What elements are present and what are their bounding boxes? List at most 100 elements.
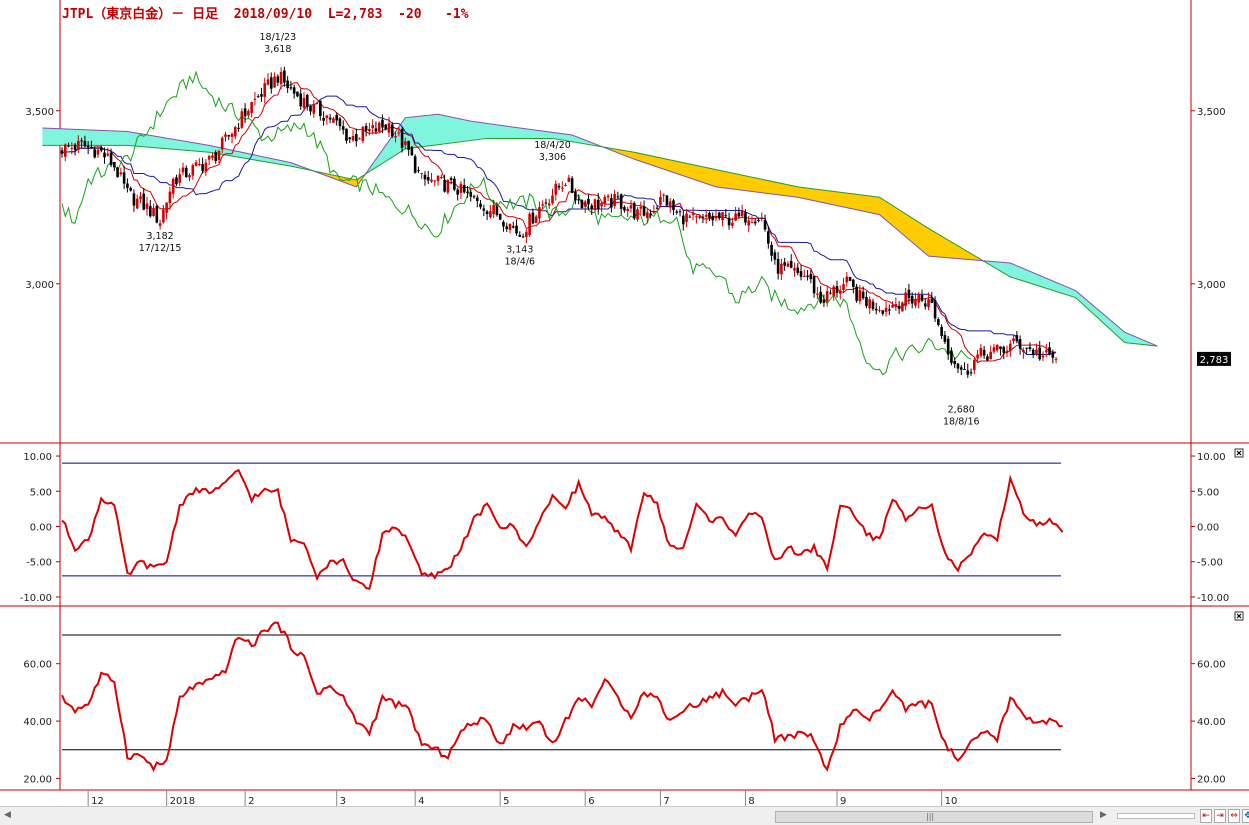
- price-tick-label-right: 3,500: [1197, 107, 1226, 118]
- last-value-label: 2,783: [1200, 355, 1229, 366]
- candle-body: [99, 147, 103, 151]
- candle-body: [989, 351, 992, 360]
- candle-body: [191, 165, 195, 176]
- candle-body: [632, 202, 636, 219]
- candle-body: [387, 123, 391, 133]
- candle-body: [891, 305, 894, 308]
- senkou-b-line: [42, 137, 1158, 347]
- candle-body: [973, 359, 976, 371]
- candle-body: [629, 205, 633, 209]
- candle-body: [485, 211, 489, 215]
- tick-label-right: -10.00: [1197, 593, 1229, 604]
- candle-body: [139, 196, 142, 200]
- candle-body: [780, 263, 783, 275]
- candle-body: [888, 309, 891, 311]
- price-tick-label-left: 3,000: [25, 280, 54, 291]
- candle-body: [695, 216, 698, 218]
- candle-body: [995, 344, 999, 351]
- candle-body: [322, 117, 325, 121]
- candle-body: [874, 308, 878, 311]
- tool-zoom-in-icon[interactable]: ⇥: [1214, 809, 1226, 823]
- rsi-close-button[interactable]: [1234, 611, 1244, 621]
- candle-body: [737, 212, 741, 217]
- tool-move-icon[interactable]: ✥: [1242, 809, 1249, 823]
- candle-body: [407, 140, 410, 150]
- candle-body: [528, 213, 531, 236]
- candle-body: [508, 223, 512, 230]
- tick-label-right: 5.00: [1197, 487, 1219, 498]
- candle-body: [1048, 347, 1051, 355]
- candle-body: [538, 207, 541, 219]
- candle-body: [551, 195, 554, 204]
- candle-body: [413, 156, 417, 173]
- candle-body: [776, 258, 780, 274]
- candle-body: [966, 370, 970, 375]
- candle-body: [515, 225, 518, 234]
- candle-body: [292, 87, 296, 94]
- candle-body: [717, 212, 721, 219]
- zoom-slider[interactable]: [1117, 813, 1195, 819]
- candle-body: [910, 295, 914, 304]
- candle-body: [211, 155, 214, 158]
- candle-body: [767, 231, 770, 244]
- candle-body: [583, 201, 587, 207]
- kumo-bear-segment: [603, 147, 985, 262]
- candle-body: [498, 213, 502, 220]
- candle-body: [309, 105, 312, 112]
- candle-body: [812, 276, 816, 294]
- tool-zoom-out-icon[interactable]: ⇤: [1200, 809, 1212, 823]
- candle-body: [469, 191, 473, 197]
- date-tick-label: 2: [248, 796, 254, 807]
- candle-body: [603, 196, 607, 204]
- tool-reset-icon[interactable]: ⇔: [1228, 809, 1240, 823]
- price-axis-ticks: 3,500 3,500 3,000 3,000: [25, 107, 1225, 291]
- candle-body: [341, 126, 345, 130]
- candle-body: [802, 275, 806, 277]
- candle-body: [649, 213, 652, 216]
- candle-body: [279, 72, 283, 85]
- candle-body: [194, 162, 198, 166]
- candle-body: [338, 118, 342, 127]
- date-tick-label: 10: [945, 796, 958, 807]
- candle-body: [67, 145, 70, 147]
- candle-body: [1051, 352, 1055, 358]
- scrollbar-thumb[interactable]: |||: [775, 811, 1093, 823]
- candle-body: [456, 189, 459, 195]
- scroll-left-arrow-icon[interactable]: ◀: [4, 810, 11, 820]
- candle-body: [1038, 347, 1042, 360]
- candle-body: [374, 128, 378, 132]
- horizontal-scrollbar[interactable]: ◀ ||| ▶ ⇤ ⇥ ⇔ ✥: [0, 806, 1249, 825]
- candle-body: [430, 179, 433, 182]
- candle-body: [198, 163, 201, 166]
- candle-body: [171, 178, 175, 194]
- candle-body: [77, 140, 80, 150]
- price-tick-label-left: 3,500: [25, 107, 54, 118]
- candle-body: [727, 217, 731, 226]
- candle-body: [842, 284, 845, 290]
- candle-body: [1028, 347, 1032, 350]
- candle-body: [819, 291, 822, 303]
- candle-body: [691, 213, 695, 216]
- candle-body: [943, 334, 947, 342]
- candle-body: [731, 222, 734, 226]
- candle-body: [184, 167, 188, 177]
- candle-body: [662, 194, 665, 196]
- osc-close-button[interactable]: [1234, 448, 1244, 458]
- scroll-right-arrow-icon[interactable]: ▶: [1100, 810, 1107, 820]
- candle-body: [168, 191, 172, 204]
- candle-body: [410, 146, 414, 156]
- candle-body: [328, 117, 332, 120]
- candle-body: [685, 213, 688, 222]
- candle-body: [953, 360, 957, 365]
- candle-body: [541, 204, 544, 206]
- tick-label-left: 10.00: [23, 452, 52, 463]
- candle-body: [534, 216, 538, 223]
- candle-body: [829, 292, 832, 294]
- last-value-bg: [1197, 351, 1231, 366]
- candle-body: [950, 350, 953, 364]
- candle-body: [289, 87, 293, 89]
- candle-body: [518, 234, 522, 237]
- tick-label-left: 20.00: [23, 775, 52, 786]
- candle-body: [181, 167, 185, 173]
